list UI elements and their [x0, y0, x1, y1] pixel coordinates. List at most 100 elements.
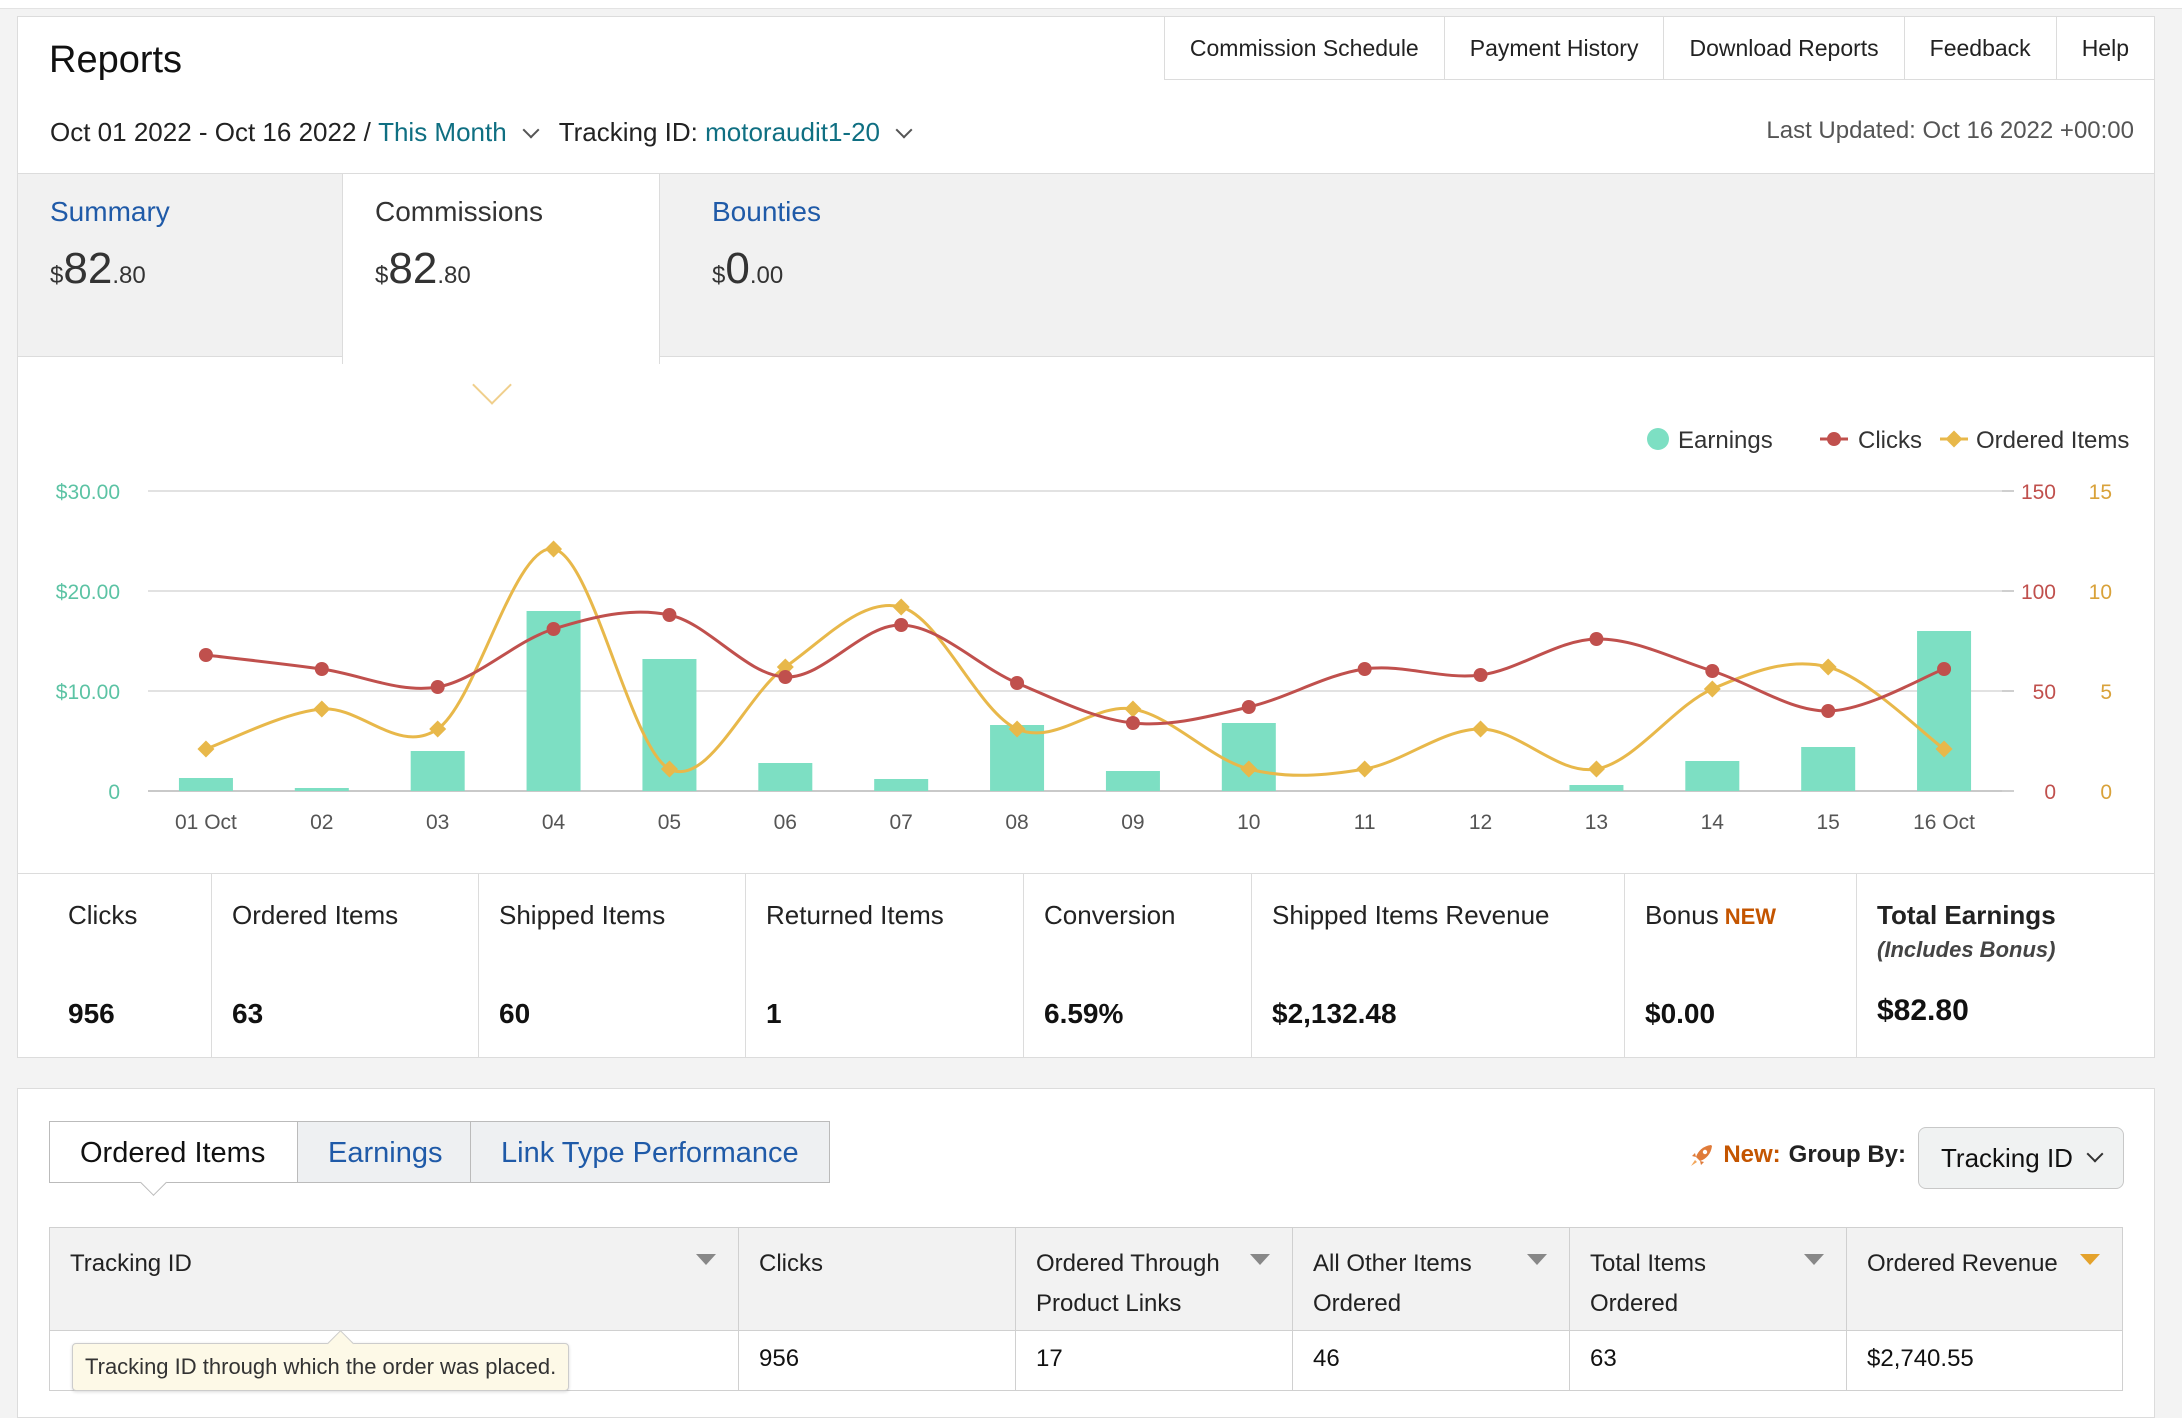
- column-tooltip: Tracking ID through which the order was …: [72, 1330, 570, 1391]
- stat-bonus: Bonus NEW $0.00: [1625, 874, 1857, 1058]
- report-table-panel: Ordered Items Earnings Link Type Perform…: [17, 1088, 2155, 1418]
- earnings-bar: [526, 611, 581, 791]
- payment-history-link[interactable]: Payment History: [1443, 17, 1665, 80]
- clicks-point: [430, 680, 445, 694]
- table-cell: $2,740.55: [1846, 1331, 2123, 1391]
- rocket-icon: [1691, 1145, 1713, 1166]
- earnings-bar: [410, 751, 465, 791]
- x-axis-tick-label: 16 Oct: [1913, 811, 1975, 834]
- stat-label: Clicks: [68, 900, 138, 930]
- tracking-label: Tracking ID:: [558, 117, 706, 147]
- x-axis-tick-label: 08: [1005, 811, 1028, 834]
- stat-value: 6.59%: [1044, 998, 1124, 1029]
- clicks-point: [314, 662, 329, 676]
- table-cell: 17: [1015, 1331, 1293, 1391]
- earnings-chart: 0 0 0 $10.00 50 5 $20.00 100 10 $30.00 150 15 01 Oct…: [18, 357, 2154, 878]
- tab-link-type-performance[interactable]: Link Type Performance: [470, 1121, 830, 1183]
- stat-value: $82.80: [1877, 994, 1969, 1027]
- earnings-bar: [1917, 631, 1972, 791]
- download-reports-link[interactable]: Download Reports: [1663, 17, 1905, 80]
- group-by-value: Tracking ID: [1941, 1143, 2073, 1173]
- group-by-select[interactable]: Tracking ID: [1918, 1127, 2124, 1189]
- stat-label: Total Earnings: [1877, 900, 2056, 930]
- right-axis-clicks-tick-label: 50: [2033, 681, 2056, 704]
- tracking-id-dropdown[interactable]: motoraudit1-20: [705, 117, 880, 147]
- right-axis-clicks-tick-label: 150: [2021, 481, 2056, 504]
- stat-returned-items: Returned Items 1: [746, 874, 1024, 1058]
- col-header-ordered-revenue[interactable]: Ordered Revenue: [1846, 1227, 2123, 1331]
- clicks-point: [1125, 716, 1140, 730]
- tab-label: Bounties: [712, 196, 821, 227]
- clicks-point: [198, 648, 213, 662]
- ordered-items-point: [313, 700, 331, 718]
- stat-value: $2,132.48: [1272, 998, 1397, 1029]
- x-axis-tick-label: 05: [658, 811, 681, 834]
- commission-schedule-link[interactable]: Commission Schedule: [1163, 17, 1445, 80]
- earnings-bar: [178, 778, 233, 791]
- group-by-text: Group By:: [1788, 1141, 1906, 1168]
- right-axis-clicks-tick-label: 100: [2021, 581, 2056, 604]
- earnings-bar: [294, 788, 349, 791]
- x-axis-tick-label: 11: [1354, 811, 1376, 834]
- period-dropdown[interactable]: This Month: [378, 117, 507, 147]
- stat-label: Conversion: [1044, 900, 1176, 930]
- stat-clicks: Clicks 956: [18, 874, 212, 1058]
- ordered-items-point: [1819, 658, 1837, 676]
- col-header-ordered-through-links[interactable]: Ordered Through Product Links: [1015, 1227, 1293, 1331]
- tooltip-text: Tracking ID through which the order was …: [85, 1354, 557, 1379]
- col-header-clicks[interactable]: Clicks: [738, 1227, 1016, 1331]
- x-axis-tick-label: 04: [542, 811, 566, 834]
- clicks-point: [894, 618, 909, 632]
- tab-amount: $82.80: [375, 244, 471, 293]
- sort-arrow-icon[interactable]: [2080, 1254, 2100, 1265]
- group-by-label: New: Group By:: [1689, 1141, 1906, 1169]
- sort-arrow-icon[interactable]: [696, 1254, 716, 1265]
- earnings-bar: [874, 779, 929, 791]
- left-axis-tick-label: $20.00: [56, 581, 120, 604]
- top-border: [0, 0, 2182, 9]
- ordered-items-point: [892, 598, 910, 616]
- stat-value: 956: [68, 998, 115, 1029]
- chevron-down-icon[interactable]: [895, 121, 913, 138]
- tab-ordered-items[interactable]: Ordered Items: [49, 1121, 298, 1183]
- new-badge: NEW: [1724, 904, 1777, 929]
- stat-shipped-revenue: Shipped Items Revenue $2,132.48: [1252, 874, 1625, 1058]
- legend-earnings-label: Earnings: [1678, 427, 1773, 454]
- top-links: Commission Schedule Payment History Down…: [1163, 17, 2155, 80]
- filter-bar: Oct 01 2022 - Oct 16 2022 / This Month T…: [50, 117, 932, 148]
- x-axis-tick-label: 03: [426, 811, 449, 834]
- col-header-total-items[interactable]: Total Items Ordered: [1569, 1227, 1847, 1331]
- clicks-point: [1357, 662, 1372, 676]
- sort-arrow-icon[interactable]: [1527, 1254, 1547, 1265]
- ordered-items-point: [660, 760, 678, 778]
- stat-conversion: Conversion 6.59%: [1024, 874, 1252, 1058]
- tab-summary[interactable]: Summary $82.80: [18, 174, 342, 356]
- earnings-bar: [1105, 771, 1160, 791]
- stats-row: Clicks 956 Ordered Items 63 Shipped Item…: [18, 873, 2154, 1058]
- sort-arrow-icon[interactable]: [1804, 1254, 1824, 1265]
- col-header-tracking-id[interactable]: Tracking ID: [49, 1227, 739, 1331]
- clicks-point: [1241, 700, 1256, 714]
- right-axis-items-tick-label: 15: [2089, 481, 2112, 504]
- x-axis-tick-label: 09: [1121, 811, 1144, 834]
- ordered-items-point: [1124, 700, 1142, 718]
- tab-bounties[interactable]: Bounties $0.00: [680, 174, 980, 356]
- x-axis-tick-label: 14: [1701, 811, 1725, 834]
- tab-earnings[interactable]: Earnings: [297, 1121, 471, 1183]
- ordered-items-point: [1008, 720, 1026, 738]
- help-link[interactable]: Help: [2055, 17, 2155, 80]
- sort-arrow-icon[interactable]: [1250, 1254, 1270, 1265]
- feedback-link[interactable]: Feedback: [1903, 17, 2057, 80]
- earnings-bar: [1685, 761, 1740, 791]
- tab-commissions[interactable]: Commissions $82.80: [342, 174, 660, 364]
- right-axis-items-tick-label: 10: [2089, 581, 2112, 604]
- clicks-point: [778, 670, 793, 684]
- stat-value: 1: [766, 998, 782, 1029]
- clicks-point: [1821, 704, 1836, 718]
- x-axis-tick-label: 15: [1817, 811, 1840, 834]
- col-header-other-items[interactable]: All Other Items Ordered: [1292, 1227, 1570, 1331]
- clicks-point: [1937, 662, 1952, 676]
- date-separator: /: [356, 117, 379, 147]
- chevron-down-icon[interactable]: [522, 121, 540, 138]
- x-axis-tick-label: 06: [774, 811, 797, 834]
